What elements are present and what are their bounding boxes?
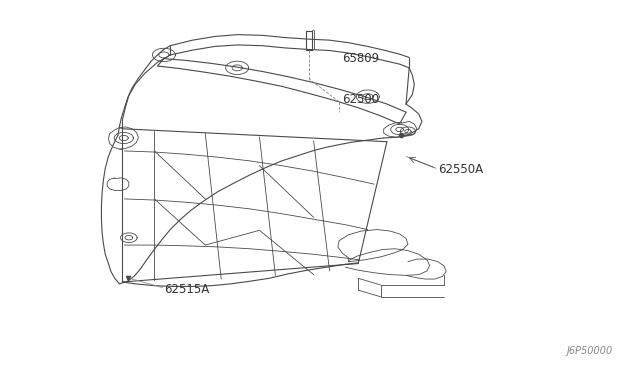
Text: J6P50000: J6P50000 — [567, 346, 613, 356]
Text: 65809: 65809 — [342, 52, 380, 65]
Text: 62500: 62500 — [342, 93, 380, 106]
Text: 62515A: 62515A — [164, 283, 209, 296]
Text: 62550A: 62550A — [438, 163, 483, 176]
